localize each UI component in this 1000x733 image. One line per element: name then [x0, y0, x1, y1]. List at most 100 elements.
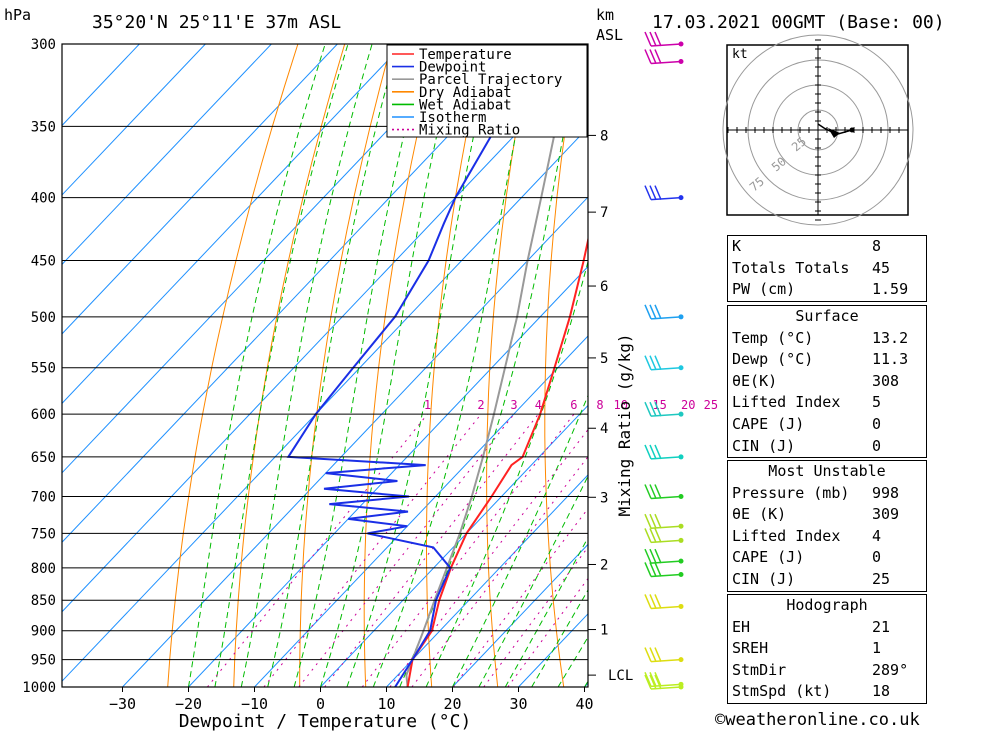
hodograph-endpoint — [849, 127, 855, 133]
x-tick-label: −10 — [241, 695, 268, 713]
x-tick-label: 0 — [316, 695, 325, 713]
km-tick-label: 4 — [600, 421, 608, 437]
wet-adiabat-line — [478, 475, 588, 687]
most-unstable-index-label: θE (K) — [732, 505, 787, 524]
legend-entry: Isotherm — [419, 110, 486, 126]
isotherm-line — [62, 44, 404, 405]
hodograph-index-label: SREH — [732, 639, 769, 658]
isotherm-line — [62, 126, 588, 682]
wet-adiabat-line — [293, 44, 427, 687]
wind-barb — [644, 548, 684, 564]
mixing-ratio-label: 2 — [477, 398, 484, 412]
pressure-tick-label: 300 — [31, 37, 56, 53]
hodograph-index-value: 21 — [872, 617, 891, 636]
pressure-tick-label: 600 — [31, 407, 56, 423]
x-tick-label: 30 — [509, 695, 527, 713]
isotherm-line — [452, 543, 588, 687]
x-tick-label: −30 — [109, 695, 136, 713]
isotherm-line — [254, 335, 588, 687]
wind-barb — [644, 672, 684, 688]
index-general-label: PW (cm) — [732, 280, 796, 299]
mixing-ratio-label: 4 — [535, 398, 542, 412]
index-general-row: PW (cm) 1.59 — [728, 279, 926, 301]
surface-index-value: 308 — [872, 371, 900, 390]
mixing-ratio-line — [263, 413, 482, 687]
pressure-tick-label: 1000 — [22, 680, 56, 696]
km-tick-label: 1 — [600, 623, 608, 639]
dry-adiabat-line — [426, 44, 486, 687]
surface-index-label: CAPE (J) — [732, 414, 805, 433]
hodograph-index-label: EH — [732, 617, 751, 636]
isotherm-line — [62, 44, 140, 127]
asl-label: ASL — [596, 26, 623, 44]
wind-barb — [644, 355, 684, 371]
wind-barb — [644, 513, 684, 529]
hodograph-index-row: StmSpd (kt) 18 — [728, 681, 926, 703]
index-general-label: Totals Totals — [732, 258, 850, 277]
chart-location-title: 35°20'N 25°11'E 37m ASL — [92, 12, 341, 33]
most-unstable-index-value: 998 — [872, 483, 900, 502]
hodograph-index-value: 18 — [872, 682, 891, 701]
most-unstable-index-row: θE (K) 309 — [728, 504, 926, 526]
wind-barb — [644, 594, 684, 610]
legend-entry: Dry Adiabat — [419, 85, 512, 101]
surface-index-row: CAPE (J) 0 — [728, 414, 926, 436]
isotherm-line — [62, 44, 272, 266]
pressure-tick-label: 650 — [31, 450, 56, 466]
km-tick-label: 3 — [600, 490, 608, 506]
mixing-ratio-label: 8 — [596, 398, 603, 412]
surface-index-value: 5 — [872, 393, 882, 412]
wind-barb — [644, 31, 684, 47]
wet-adiabat-line — [240, 44, 373, 687]
hodograph-index-label: StmSpd (kt) — [732, 682, 832, 701]
surface-title: Surface — [795, 307, 859, 325]
pressure-tick-label: 700 — [31, 490, 56, 506]
pressure-tick-label: 900 — [31, 624, 56, 640]
isotherm-line — [122, 196, 588, 687]
hodograph-index-value: 289° — [872, 660, 909, 679]
wind-barb — [644, 49, 684, 65]
surface-index-label: CIN (J) — [732, 436, 796, 455]
most-unstable-index-value: 25 — [872, 569, 891, 588]
legend-entry: Dewpoint — [419, 60, 486, 76]
x-tick-label: −20 — [175, 695, 202, 713]
wind-barb — [644, 484, 684, 500]
isotherm-line — [62, 44, 536, 544]
pressure-tick-label: 450 — [31, 254, 56, 270]
mixing-ratio-label: 15 — [652, 398, 666, 412]
surface-index-label: Temp (°C) — [732, 328, 814, 347]
most-unstable-index-row: CAPE (J) 0 — [728, 547, 926, 569]
isotherm-line — [188, 265, 588, 687]
most-unstable-index-label: CAPE (J) — [732, 548, 805, 567]
legend-entry: Mixing Ratio — [419, 123, 520, 139]
indices-most-unstable-panel: Most Unstable Pressure (mb) 998 θE (K) 309 L… — [727, 460, 927, 592]
legend-entry: Parcel Trajectory — [419, 72, 562, 88]
wind-barb — [644, 674, 684, 690]
hodograph-index-row: SREH 1 — [728, 638, 926, 660]
mixing-ratio-label: 10 — [614, 398, 628, 412]
legend-box — [386, 44, 588, 138]
dewpoint-line — [286, 44, 504, 687]
storm-motion-marker — [828, 128, 840, 138]
x-tick-label: 20 — [443, 695, 461, 713]
chart-datetime: 17.03.2021 00GMT (Base: 00) — [652, 12, 945, 33]
plot-frame — [61, 43, 589, 688]
index-general-value: 8 — [872, 237, 882, 255]
mixing-ratio-label: 25 — [704, 398, 718, 412]
x-tick-label: 40 — [575, 695, 593, 713]
pressure-tick-label: 350 — [31, 119, 56, 135]
hodograph-index-label: StmDir — [732, 660, 787, 679]
wind-barb — [644, 647, 684, 663]
wet-adiabat-line — [214, 44, 349, 687]
most-unstable-index-row: Lifted Index 4 — [728, 526, 926, 548]
hodograph-index-value: 1 — [872, 639, 882, 658]
isotherm-line — [62, 57, 588, 613]
wet-adiabat-line — [346, 44, 494, 687]
hpa-label: hPa — [4, 6, 31, 24]
most-unstable-title: Most Unstable — [768, 462, 886, 480]
wet-adiabat-line — [504, 536, 588, 687]
pressure-tick-label: 400 — [31, 191, 56, 207]
km-tick-label: 7 — [600, 205, 608, 221]
most-unstable-index-label: Lifted Index — [732, 526, 841, 545]
mixing-ratio-label: 6 — [570, 398, 577, 412]
